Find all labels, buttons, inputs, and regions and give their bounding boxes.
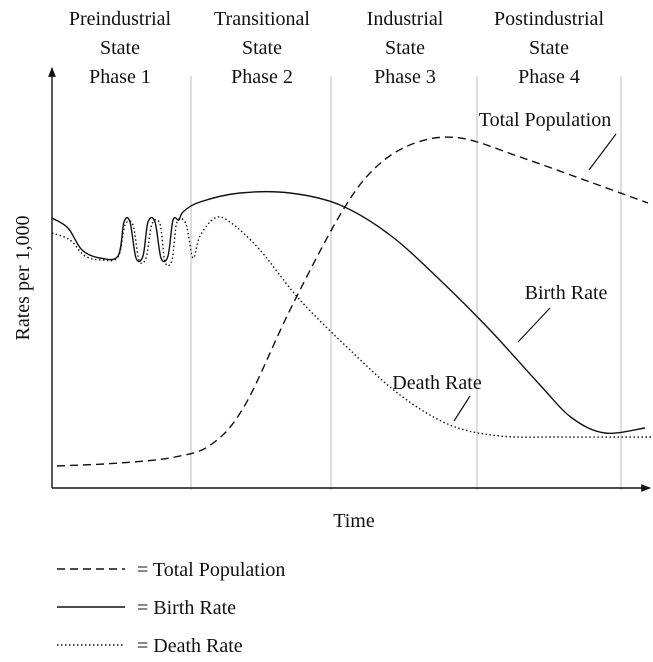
- phase-number: Phase 3: [374, 66, 436, 88]
- y-axis-label: Rates per 1,000: [12, 216, 34, 341]
- curve-label: Total Population: [479, 109, 611, 131]
- phase-state: State: [100, 37, 140, 59]
- leader-line: [588, 133, 617, 171]
- legend-label: = Birth Rate: [137, 597, 236, 619]
- x-axis-label: Time: [333, 510, 375, 532]
- curve-label: Birth Rate: [525, 282, 608, 304]
- phase-state: State: [242, 37, 282, 59]
- total-population-curve: [56, 136, 649, 467]
- phase-title: Preindustrial: [69, 8, 172, 30]
- leader-line: [453, 395, 471, 422]
- curve-label: Death Rate: [392, 372, 482, 394]
- phase-number: Phase 4: [518, 66, 580, 88]
- death-rate-curve: [51, 216, 653, 438]
- phase-state: State: [529, 37, 569, 59]
- phase-state: State: [385, 37, 425, 59]
- phase-title: Transitional: [214, 8, 310, 30]
- legend-label: = Total Population: [137, 559, 285, 581]
- phase-title: Industrial: [367, 8, 444, 30]
- leader-line: [517, 307, 551, 343]
- phase-title: Postindustrial: [494, 8, 604, 30]
- legend-label: = Death Rate: [137, 635, 243, 657]
- phase-number: Phase 2: [231, 66, 293, 88]
- phase-number: Phase 1: [89, 66, 151, 88]
- birth-rate-curve: [51, 190, 646, 434]
